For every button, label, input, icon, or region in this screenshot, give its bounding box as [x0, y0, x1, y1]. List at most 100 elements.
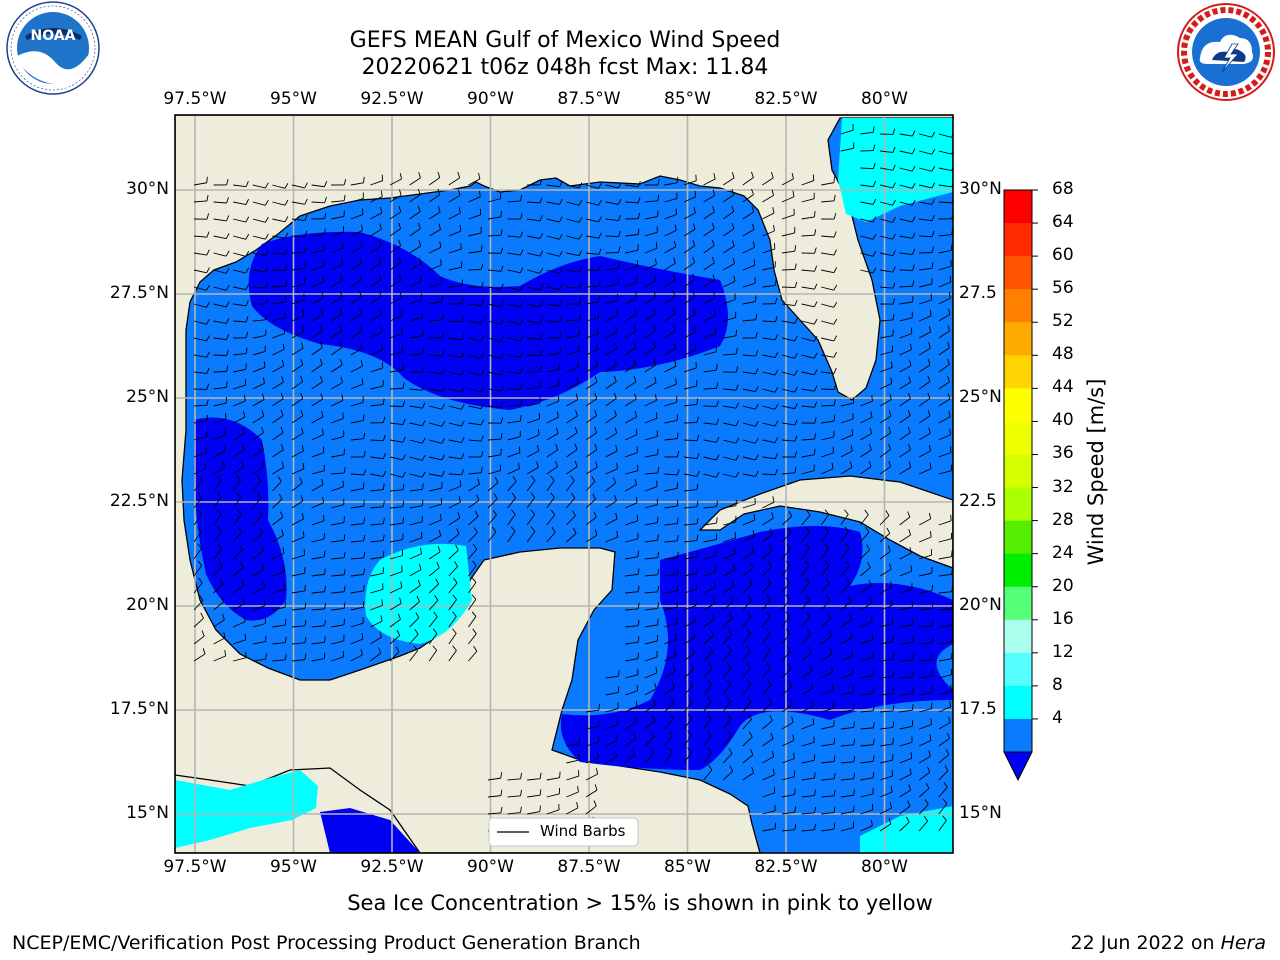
wind-barb [370, 291, 382, 305]
wind-barb [938, 375, 950, 390]
wind-barb [742, 206, 755, 220]
wind-barb [781, 369, 798, 376]
wind-barb [664, 649, 677, 662]
wind-barb [389, 327, 403, 339]
wind-barb [448, 334, 465, 341]
wind-barb [468, 245, 483, 254]
lon-tick-bottom: 87.5°W [557, 857, 621, 877]
wind-barb [487, 789, 503, 798]
wind-barb [703, 471, 720, 478]
wind-barb [546, 300, 563, 307]
wind-barb [291, 262, 307, 271]
wind-barb [409, 612, 420, 628]
lat-tick-left: 17.5°N [109, 699, 169, 719]
wind-barb [566, 298, 582, 305]
wind-barb [879, 460, 892, 475]
wind-barb [899, 547, 912, 560]
wind-barb [291, 531, 305, 543]
wind-barb [664, 360, 677, 373]
wind-barb [193, 301, 210, 308]
wind-barb [938, 815, 947, 832]
wind-barb [213, 178, 229, 186]
wind-barb [605, 427, 618, 441]
wind-barb [507, 194, 523, 203]
wind-barb [330, 341, 343, 356]
wind-barb [820, 577, 830, 594]
wind-barb [233, 284, 250, 291]
wind-barb [683, 730, 692, 747]
wind-barb [781, 172, 794, 186]
wind-barb [605, 214, 622, 222]
wind-barb [487, 265, 504, 272]
wind-barb [801, 682, 814, 696]
wind-barb [781, 226, 796, 237]
colorbar-tick-label: 16 [1052, 608, 1074, 629]
wind-barb [840, 124, 854, 135]
wind-barb [448, 369, 465, 376]
wind-barb [252, 492, 262, 509]
wind-barb [762, 697, 773, 713]
wind-barb [213, 349, 229, 357]
wind-barb [331, 226, 345, 237]
wind-barb [742, 295, 757, 305]
wind-barb [722, 679, 732, 696]
wind-barb [742, 679, 751, 696]
wind-barb [546, 492, 555, 509]
wind-barb [527, 301, 544, 308]
wind-barb [722, 696, 732, 713]
lon-tick-top: 92.5°W [360, 89, 424, 109]
wind-barb [723, 348, 738, 356]
wind-barb [389, 309, 403, 322]
wind-barb [448, 420, 465, 427]
wind-barb [193, 267, 210, 274]
colorbar-segment [1004, 718, 1032, 753]
wind-barb [683, 567, 698, 577]
wind-barb [389, 222, 402, 237]
wind-barb [664, 432, 679, 441]
wind-barb [742, 332, 758, 339]
wind-barb [350, 176, 365, 186]
wind-barb [723, 329, 738, 339]
lon-tick-bottom: 90°W [467, 857, 514, 877]
wind-barb [428, 171, 441, 186]
wind-barb [625, 181, 641, 188]
wind-barb [507, 806, 522, 815]
lat-tick-left: 22.5°N [109, 491, 169, 511]
wind-barb [821, 823, 836, 832]
wind-barb [722, 662, 732, 679]
wind-barb [879, 377, 893, 390]
wind-barb [232, 509, 242, 526]
wind-barb [918, 427, 931, 441]
wind-barb [311, 602, 327, 611]
wind-barb [213, 444, 226, 458]
wind-barb [370, 190, 383, 203]
colorbar-segment [1004, 289, 1032, 323]
wind-barb [918, 750, 931, 764]
wind-barb [703, 581, 716, 594]
wind-barb [527, 284, 544, 291]
wind-barb [605, 277, 619, 288]
wind-barb [683, 483, 699, 492]
map-title-line2: 20220621 t06z 048h fcst Max: 11.84 [361, 55, 769, 80]
wind-barb [409, 257, 422, 271]
wind-barb [311, 308, 324, 322]
wind-barb [840, 445, 853, 458]
wind-barb [252, 599, 266, 611]
colorbar-label: Wind Speed [m/s] [1084, 378, 1108, 566]
wind-barb [919, 293, 932, 305]
map-frame [174, 114, 954, 854]
wind-barb [507, 284, 524, 291]
wind-barb [781, 806, 797, 815]
wind-barb [193, 526, 202, 543]
wind-barb [879, 199, 896, 206]
wind-barb [448, 207, 461, 220]
wind-barb [213, 301, 230, 308]
wind-barb [703, 418, 720, 425]
wind-barb [703, 597, 716, 611]
wind-barb [193, 462, 207, 475]
wind-barb [781, 752, 795, 764]
wind-barb [487, 526, 497, 543]
lon-tick-bottom: 82.5°W [754, 857, 818, 877]
wind-barb [272, 280, 287, 288]
wind-barb [919, 636, 934, 645]
